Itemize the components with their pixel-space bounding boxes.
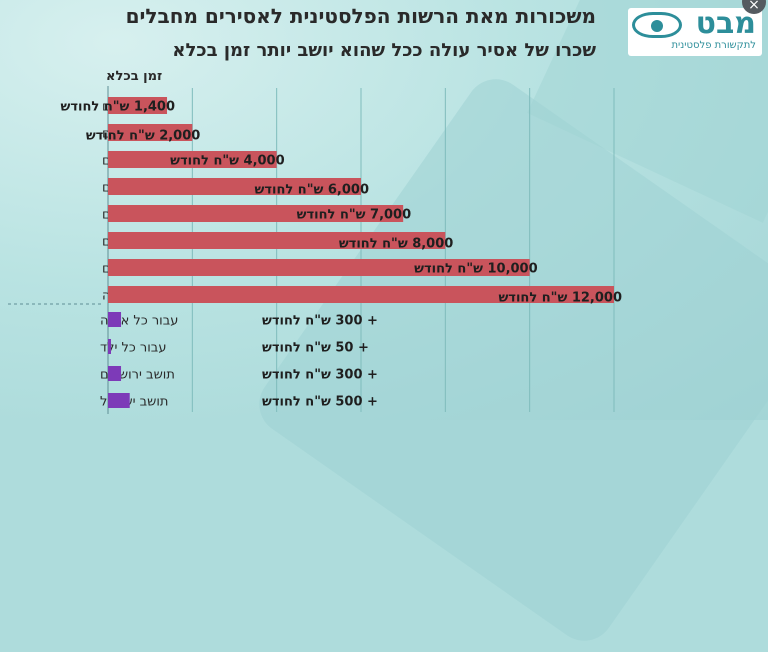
- supplement-bar: [108, 339, 111, 354]
- value-label: 10,000 ש"ח לחודש: [414, 262, 538, 277]
- supplement-value-label: + 500 ש"ח לחודש: [262, 395, 378, 410]
- supplement-value-label: + 300 ש"ח לחודש: [262, 314, 378, 329]
- supplement-value-label: + 300 ש"ח לחודש: [262, 368, 378, 383]
- bar: [108, 151, 277, 168]
- value-label: 8,000 ש"ח לחודש: [339, 237, 454, 252]
- supplement-label: עבור כל ילד: [100, 341, 166, 356]
- value-label: 1,400 ש"ח לחודש: [61, 100, 176, 115]
- logo: מבט לתקשורת פלסטינית: [628, 8, 762, 56]
- y-axis-title: זמן בכלא: [106, 69, 162, 84]
- chart-subtitle: שכרו של אסיר עולה ככל שהוא יושב יותר זמן…: [172, 40, 596, 61]
- value-label: 6,000 ש"ח לחודש: [255, 183, 370, 198]
- eye-icon: [632, 12, 682, 38]
- value-label: 2,000 ש"ח לחודש: [86, 129, 201, 144]
- value-label: 12,000 ש"ח לחודש: [498, 291, 622, 306]
- bar-chart: זמן בכלא0-3 שנים1,400 ש"ח לחודש3-5 שנים2…: [8, 69, 622, 414]
- value-label: 4,000 ש"ח לחודש: [170, 154, 285, 169]
- chart-title: משכורות מאת הרשות הפלסטינית לאסירים מחבל…: [125, 4, 596, 28]
- supplement-bar: [108, 393, 130, 408]
- bar: [108, 259, 530, 276]
- bar: [108, 97, 168, 114]
- supplement-value-label: + 50 ש"ח לחודש: [262, 341, 369, 356]
- bar: [108, 286, 614, 303]
- bar: [108, 124, 193, 141]
- logo-wordmark: מבט: [695, 6, 756, 41]
- supplement-bar: [108, 366, 122, 381]
- close-icon[interactable]: ×: [742, 0, 766, 14]
- logo-tagline: לתקשורת פלסטינית: [671, 40, 756, 51]
- bar: [108, 178, 361, 195]
- bar: [108, 232, 446, 249]
- bar: [108, 205, 404, 222]
- value-label: 7,000 ש"ח לחודש: [297, 208, 412, 223]
- supplement-bar: [108, 312, 122, 327]
